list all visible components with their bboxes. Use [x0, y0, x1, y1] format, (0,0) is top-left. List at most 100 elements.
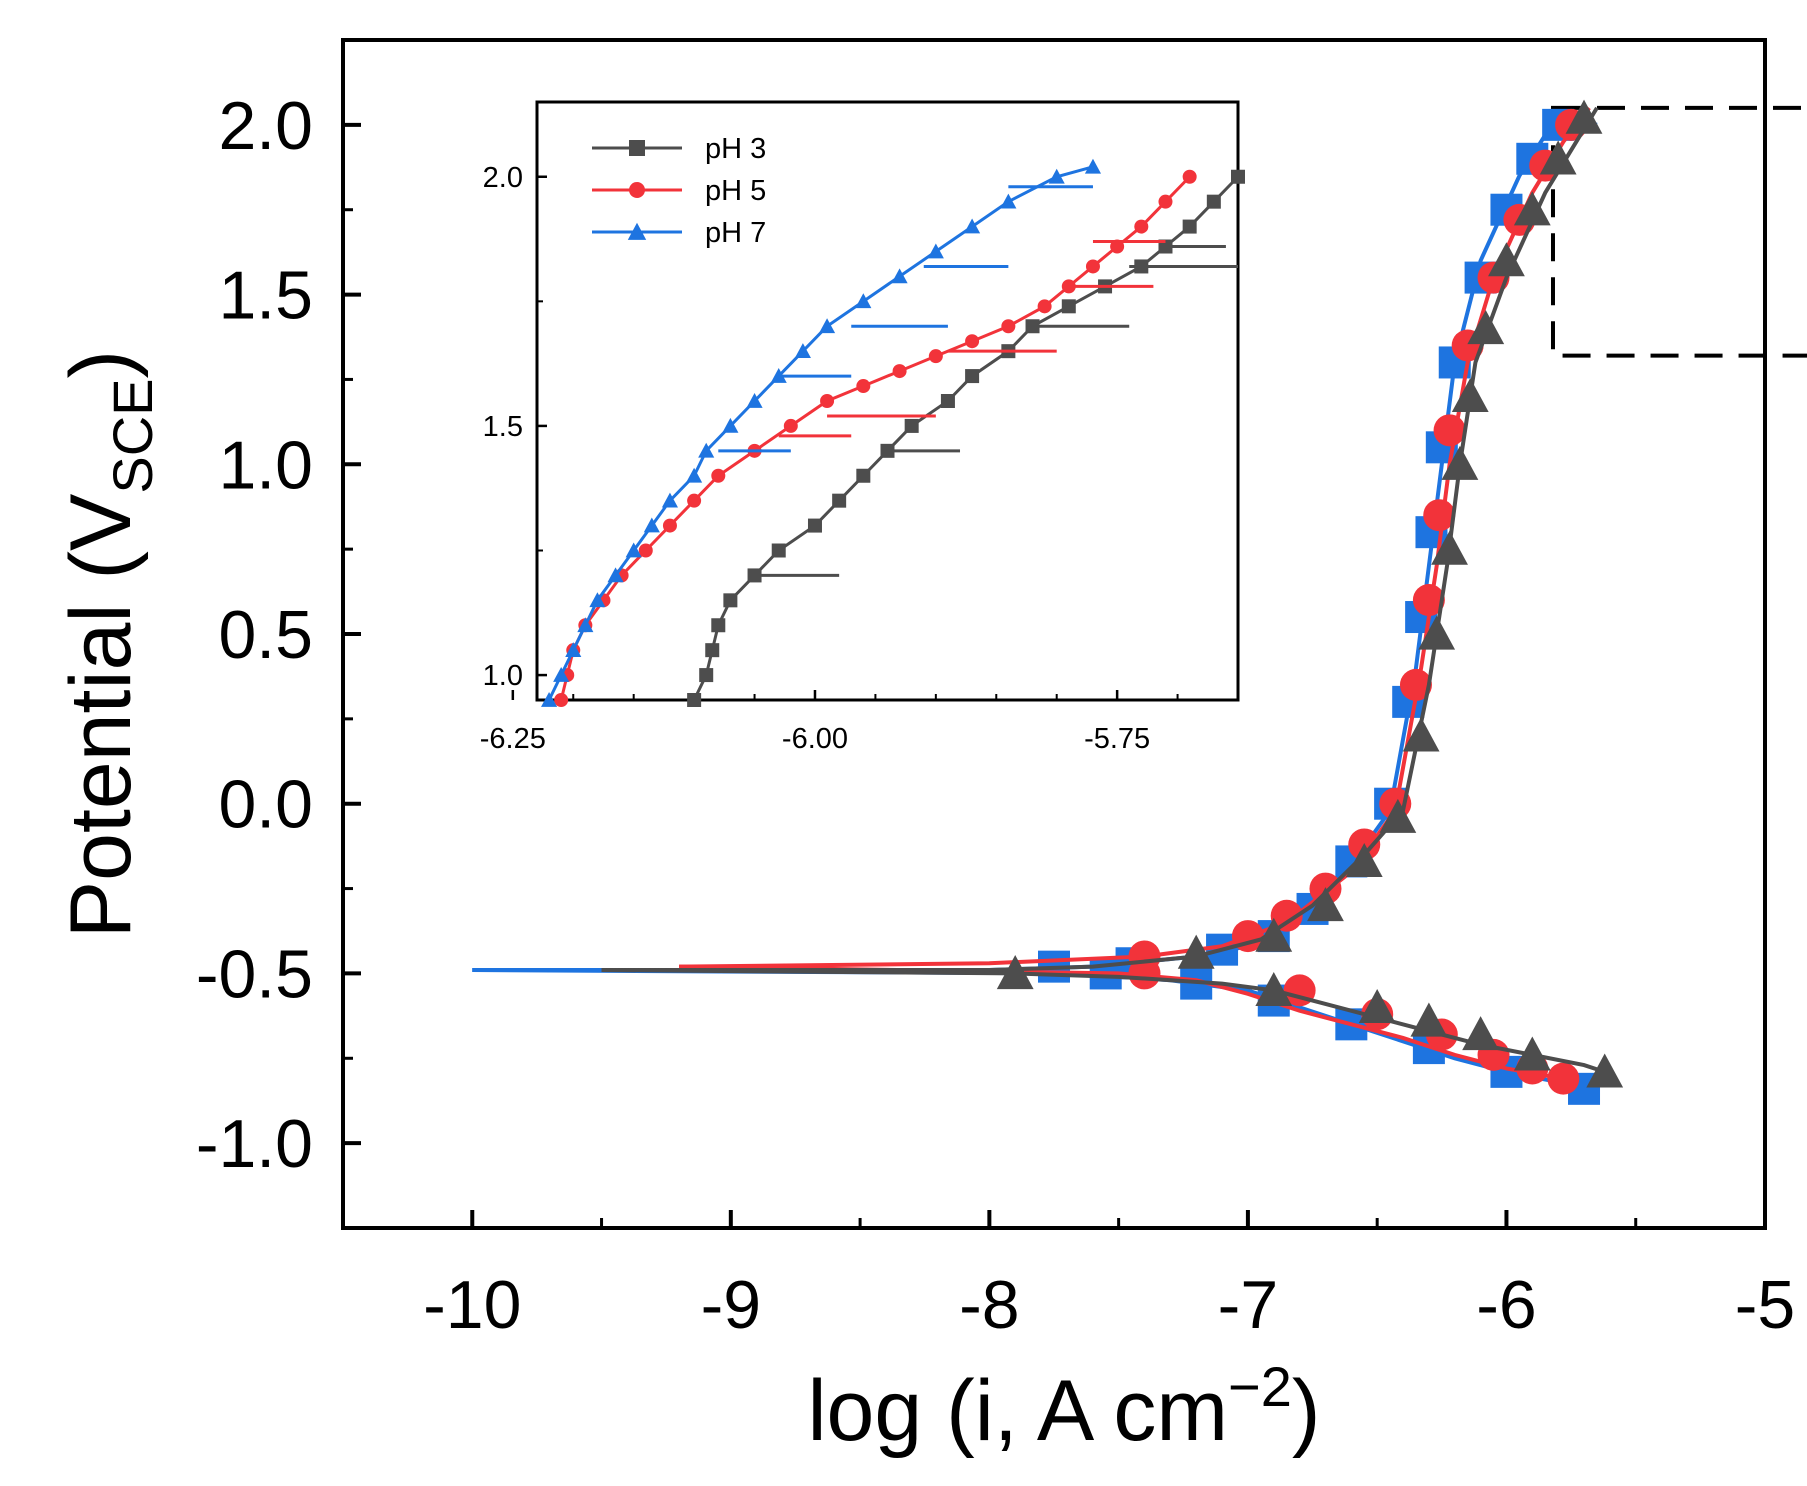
legend-label: pH 7: [705, 217, 766, 249]
inset-x-tick-label: -6.25: [480, 723, 546, 755]
x-tick-label: -7: [1218, 1267, 1278, 1343]
inset-data-point: [746, 392, 763, 408]
inset-data-point: [1085, 259, 1100, 274]
inset-data-point: [1134, 259, 1149, 274]
y-tick-label: 0.0: [218, 767, 313, 843]
inset-data-point: [1231, 169, 1245, 184]
data-point: [1399, 668, 1432, 701]
inset-data-point: [1182, 169, 1197, 184]
data-point: [1423, 499, 1456, 532]
inset-data-point: [965, 369, 980, 384]
inset-data-point: [638, 543, 653, 558]
inset-series-ph-3: [687, 169, 1245, 707]
inset-data-point: [541, 691, 558, 707]
x-axis-label: log (i, A cm−2): [807, 1355, 1320, 1459]
data-point: [1379, 798, 1417, 833]
inset-data-point: [1001, 319, 1016, 334]
inset-data-point: [1000, 193, 1017, 209]
inset-data-point: [856, 468, 871, 483]
inset-data-point: [904, 418, 919, 433]
data-point: [1586, 1053, 1624, 1088]
inset-data-point: [554, 693, 569, 707]
inset-data-point: [1048, 168, 1065, 184]
inset-data-point: [661, 492, 678, 508]
inset-data-point: [625, 542, 642, 558]
inset-legend: pH 3 pH 5 pH 7: [592, 133, 766, 249]
inset-data-point: [662, 518, 677, 533]
legend-label: pH 3: [705, 133, 766, 165]
data-point: [1412, 584, 1445, 617]
y-tick-label: 0.5: [218, 597, 313, 673]
legend-marker: [629, 182, 645, 198]
inset-data-point: [577, 617, 594, 633]
data-point: [1410, 1002, 1448, 1037]
inset-data-point: [1110, 239, 1125, 254]
data-point: [1547, 1062, 1580, 1095]
zoom-box: [1550, 105, 1807, 358]
inset-data-point: [770, 368, 787, 383]
inset-data-point: [1037, 299, 1052, 314]
y-tick-label: -1.0: [196, 1106, 313, 1182]
inset-data-point: [807, 518, 822, 533]
inset-data-point: [880, 443, 895, 458]
data-point: [1128, 957, 1161, 990]
inset-data-point: [553, 667, 570, 682]
inset-data-point: [820, 394, 835, 408]
inset-data-point: [928, 349, 943, 364]
inset-y-tick-label: 1.5: [483, 411, 523, 443]
y-tick-label: 2.0: [218, 88, 313, 164]
inset-data-point: [711, 468, 726, 483]
main-plot-area: -1.0 -0.5 0.0 0.5 1.0 1.5 2.0 -10 -9 -8 -7 -6 -5 log …: [53, 38, 1807, 1459]
inset-data-point: [771, 543, 786, 558]
inset-data-point: [607, 567, 624, 583]
y-tick-label: 1.5: [218, 258, 313, 334]
inset-frame: [535, 100, 1240, 702]
inset-data-point: [1182, 219, 1197, 234]
inset-data-point: [722, 417, 739, 433]
inset-data-point: [687, 693, 702, 707]
inset-data-point: [1084, 158, 1102, 174]
y-tick-label: -0.5: [196, 936, 313, 1012]
inset-data-point: [1158, 194, 1173, 209]
data-point: [996, 955, 1034, 990]
data-point: [1418, 615, 1456, 650]
inset-data-point: [794, 343, 811, 359]
legend-marker: [629, 140, 645, 156]
data-point: [1255, 972, 1293, 1007]
inset-data-point: [856, 379, 871, 394]
y-tick-label: 1.0: [218, 427, 313, 503]
inset-data-point: [940, 394, 955, 408]
inset-data-point: [927, 243, 944, 259]
inset-data-point: [711, 618, 726, 633]
data-point: [1255, 917, 1293, 952]
inset-data-point: [723, 593, 738, 608]
inset-y-tick-label: 1.0: [483, 660, 523, 692]
inset-data-point: [643, 517, 660, 533]
data-point: [1345, 843, 1383, 878]
inset-y-tick-label: 2.0: [483, 162, 523, 194]
data-point: [1488, 242, 1525, 277]
inset-data-point: [589, 592, 606, 608]
inset-data-point: [832, 493, 847, 508]
inset-data-point: [965, 334, 980, 349]
data-point: [1307, 887, 1344, 922]
inset-data-point: [686, 467, 703, 483]
inset-data-point: [819, 318, 836, 334]
inset-data-point: [1206, 194, 1221, 209]
inset-data-point: [699, 668, 714, 683]
inset-data-point: [891, 268, 908, 284]
inset-data-point: [1025, 319, 1040, 334]
x-tick-label: -10: [423, 1267, 521, 1343]
inset-x-tick-label: -5.75: [1084, 723, 1150, 755]
inset-data-point: [892, 364, 907, 379]
legend-marker: [627, 222, 647, 240]
data-point: [1513, 1036, 1551, 1071]
data-point: [1462, 1016, 1499, 1051]
legend-label: pH 5: [705, 175, 766, 207]
inset-data-point: [964, 218, 981, 234]
data-point: [1565, 99, 1603, 134]
inset-plot-area: 1.0 1.5 2.0 -6.25 -6.00 -5.75 pH 3 pH 5 pH 7: [480, 100, 1245, 755]
inset-data-point: [705, 643, 720, 658]
data-point: [1431, 530, 1468, 565]
